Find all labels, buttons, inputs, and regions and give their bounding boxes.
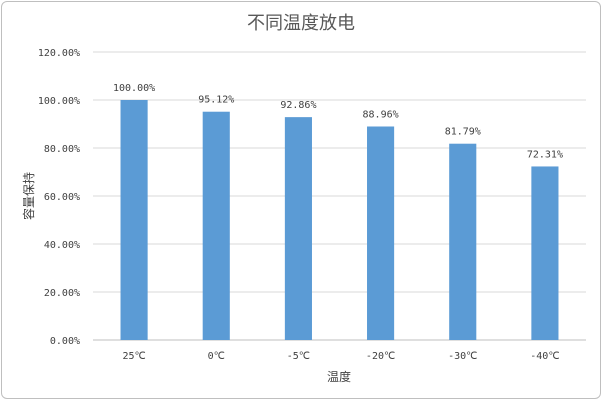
y-axis-ticks: 0.00% 20.00% 40.00% 60.00% 80.00% 100.00% 120.… — [38, 48, 80, 347]
data-labels: 100.00% 95.12% 92.86% 88.96% 81.79% 72.31% — [113, 83, 563, 160]
bar — [284, 117, 312, 340]
x-axis-ticks: 25℃ 0℃ -5℃ -20℃ -30℃ -40℃ — [122, 351, 559, 362]
bar — [367, 126, 395, 340]
x-tick-label: -5℃ — [287, 351, 310, 362]
bar — [449, 143, 477, 340]
data-label: 72.31% — [527, 149, 563, 160]
data-label: 95.12% — [198, 95, 234, 106]
y-tick-label: 120.00% — [38, 48, 80, 59]
x-tick-label: -40℃ — [530, 351, 559, 362]
bar — [531, 166, 559, 340]
bar — [202, 111, 230, 340]
y-tick-label: 60.00% — [44, 192, 80, 203]
data-label: 100.00% — [113, 83, 155, 94]
y-axis-title: 容量保持 — [21, 172, 36, 220]
x-tick-label: -20℃ — [366, 351, 395, 362]
chart-title: 不同温度放电 — [247, 13, 355, 34]
grid-lines — [93, 51, 586, 341]
y-tick-label: 100.00% — [38, 96, 80, 107]
data-label: 81.79% — [445, 127, 481, 138]
bars — [120, 100, 559, 340]
data-label: 88.96% — [363, 109, 399, 120]
x-tick-label: 0℃ — [208, 351, 225, 362]
bar — [120, 100, 148, 340]
y-tick-label: 20.00% — [44, 288, 80, 299]
x-tick-label: 25℃ — [122, 351, 145, 362]
x-tick-label: -30℃ — [448, 351, 477, 362]
data-label: 92.86% — [280, 100, 316, 111]
y-tick-label: 80.00% — [44, 144, 80, 155]
y-tick-label: 40.00% — [44, 240, 80, 251]
y-tick-label: 0.00% — [50, 336, 80, 347]
x-axis-title: 温度 — [327, 369, 351, 384]
